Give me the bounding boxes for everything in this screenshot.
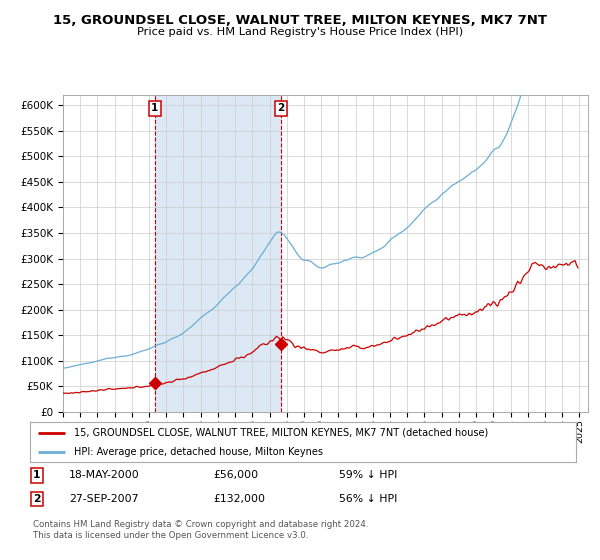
Bar	[155, 95, 281, 412]
Text: 15, GROUNDSEL CLOSE, WALNUT TREE, MILTON KEYNES, MK7 7NT: 15, GROUNDSEL CLOSE, WALNUT TREE, MILTON…	[53, 14, 547, 27]
Text: 2: 2	[33, 494, 41, 504]
Text: 1: 1	[151, 103, 158, 113]
Text: 1: 1	[33, 470, 41, 480]
Text: HPI: Average price, detached house, Milton Keynes: HPI: Average price, detached house, Milt…	[74, 447, 323, 458]
Text: 15, GROUNDSEL CLOSE, WALNUT TREE, MILTON KEYNES, MK7 7NT (detached house): 15, GROUNDSEL CLOSE, WALNUT TREE, MILTON…	[74, 428, 488, 438]
Text: £56,000: £56,000	[213, 470, 258, 480]
Text: 27-SEP-2007: 27-SEP-2007	[69, 494, 139, 504]
Text: 18-MAY-2000: 18-MAY-2000	[69, 470, 140, 480]
Text: Price paid vs. HM Land Registry's House Price Index (HPI): Price paid vs. HM Land Registry's House …	[137, 27, 463, 37]
Text: 59% ↓ HPI: 59% ↓ HPI	[339, 470, 397, 480]
Text: 2: 2	[277, 103, 284, 113]
Text: Contains HM Land Registry data © Crown copyright and database right 2024.: Contains HM Land Registry data © Crown c…	[33, 520, 368, 529]
Text: This data is licensed under the Open Government Licence v3.0.: This data is licensed under the Open Gov…	[33, 531, 308, 540]
Text: £132,000: £132,000	[213, 494, 265, 504]
Text: 56% ↓ HPI: 56% ↓ HPI	[339, 494, 397, 504]
